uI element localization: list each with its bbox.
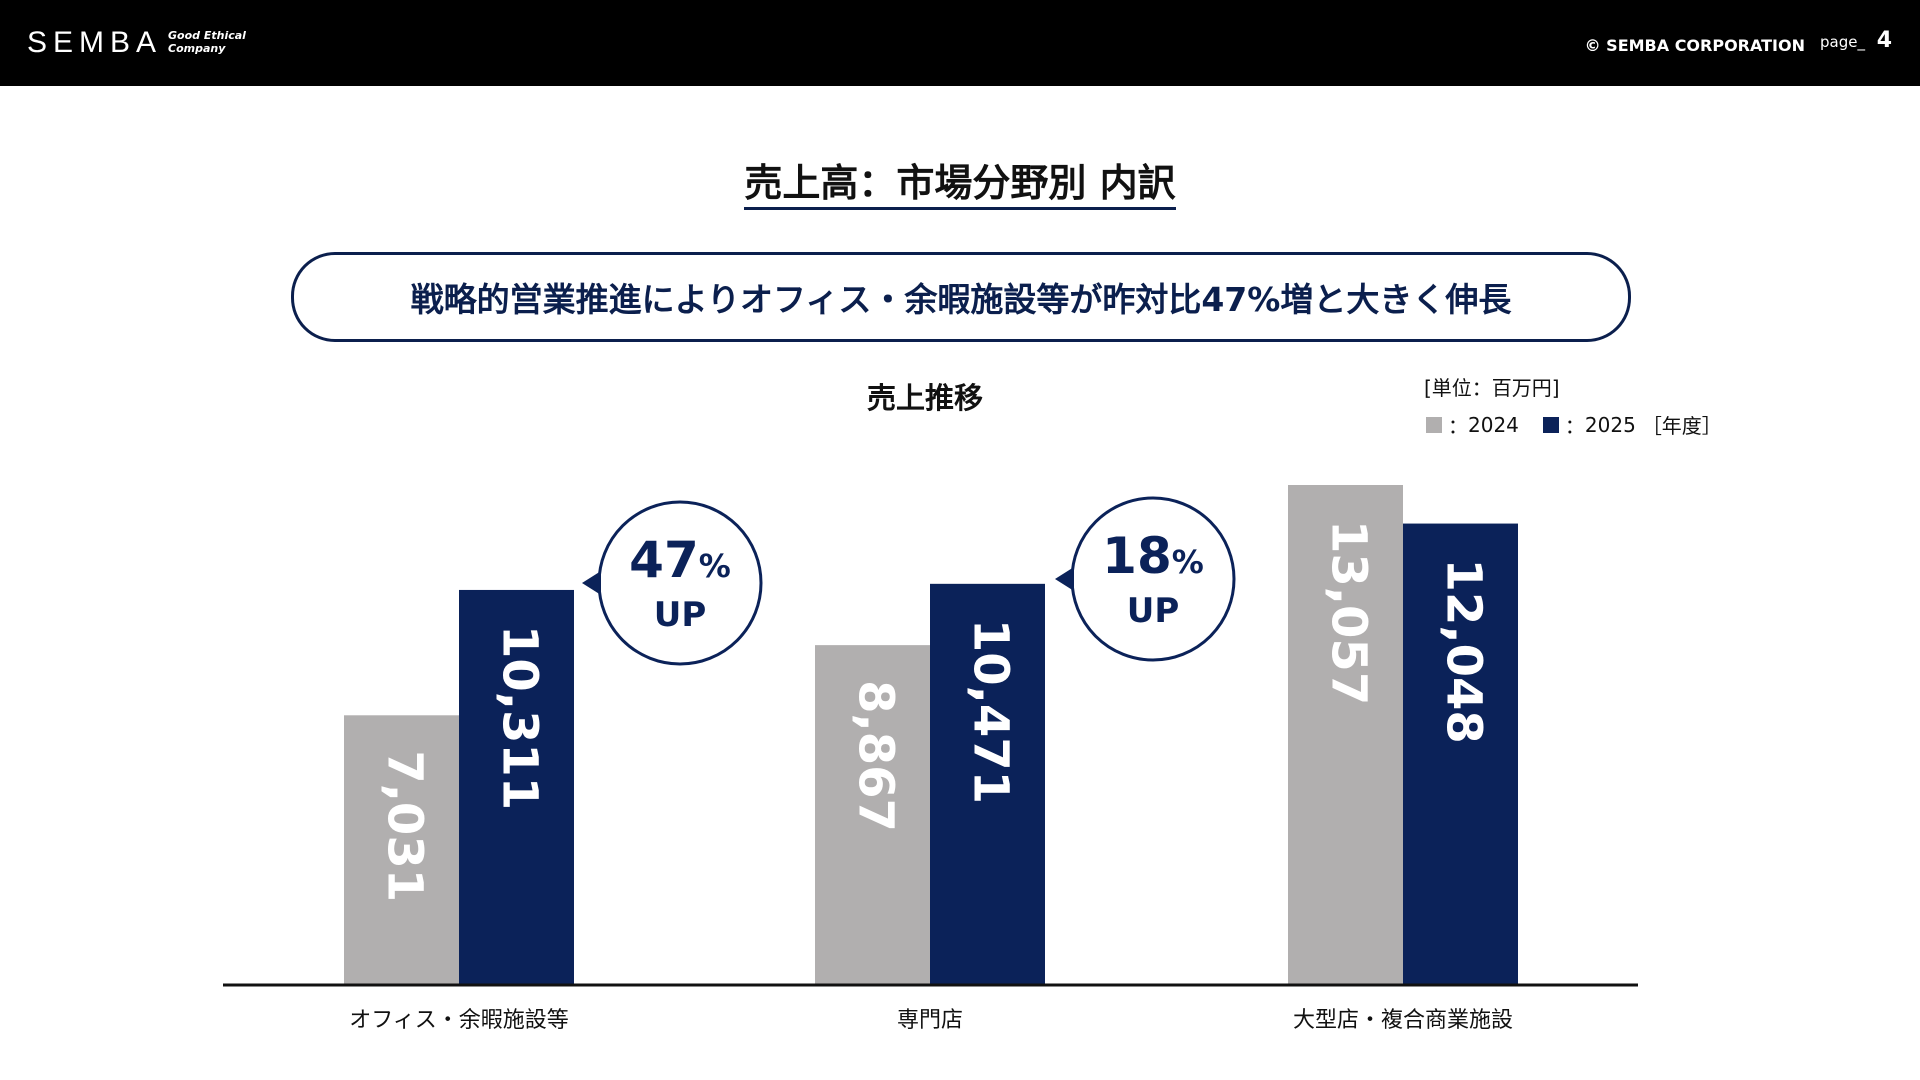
chart-title: 売上推移 bbox=[866, 381, 983, 415]
legend-swatch-2024 bbox=[1426, 416, 1442, 433]
legend-label-2025: 2025 bbox=[1584, 412, 1636, 437]
bar-2024 bbox=[344, 715, 459, 984]
logo: SEMBA bbox=[27, 26, 163, 59]
callout-up-label: UP bbox=[654, 595, 707, 635]
legend-suffix: ［年度］ bbox=[1641, 414, 1722, 438]
bar-value-label: 10,471 bbox=[963, 619, 1019, 804]
unit-label: [単位：百万円] bbox=[1424, 376, 1560, 400]
bar-value-label: 10,311 bbox=[492, 625, 548, 810]
page-number: 4 bbox=[1876, 28, 1892, 53]
callout-up-label: UP bbox=[1127, 591, 1180, 631]
page-label: page_ bbox=[1820, 33, 1865, 51]
callout-pointer bbox=[582, 571, 601, 595]
callout-percent: 47% bbox=[629, 531, 731, 589]
category-label: 大型店・複合商業施設 bbox=[1293, 1008, 1513, 1033]
bar-2025 bbox=[1403, 523, 1518, 984]
bar-value-label: 7,031 bbox=[377, 750, 433, 902]
header-bar: SEMBA Good Ethical Company © SEMBA CORPO… bbox=[0, 0, 1920, 86]
bar-value-label: 13,057 bbox=[1321, 520, 1377, 705]
category-label: オフィス・余暇施設等 bbox=[349, 1008, 569, 1033]
headline-banner: 戦略的営業推進によりオフィス・余暇施設等が昨対比47%増と大きく伸長 bbox=[291, 252, 1631, 342]
legend-label-2024: 2024 bbox=[1468, 412, 1519, 437]
bar-2024 bbox=[815, 645, 930, 984]
bar-2025 bbox=[459, 589, 574, 984]
callout-pointer bbox=[1055, 567, 1074, 591]
bar-value-label: 8,867 bbox=[848, 680, 904, 832]
page-title-text: 売上高：市場分野別 内訳 bbox=[744, 161, 1176, 210]
legend: ： 2024 ： 2025 ［年度］ bbox=[1426, 410, 1722, 439]
bar-2025 bbox=[930, 583, 1045, 984]
bar-value-label: 12,048 bbox=[1436, 559, 1492, 744]
legend-swatch-2025 bbox=[1542, 416, 1559, 433]
logo-tagline: Good Ethical Company bbox=[168, 29, 246, 55]
page-title: 売上高：市場分野別 内訳 bbox=[0, 152, 1920, 210]
copyright: © SEMBA CORPORATION bbox=[1584, 36, 1805, 55]
bar-2024 bbox=[1288, 485, 1403, 984]
callout-percent: 18% bbox=[1102, 527, 1204, 585]
category-label: 専門店 bbox=[897, 1008, 963, 1033]
